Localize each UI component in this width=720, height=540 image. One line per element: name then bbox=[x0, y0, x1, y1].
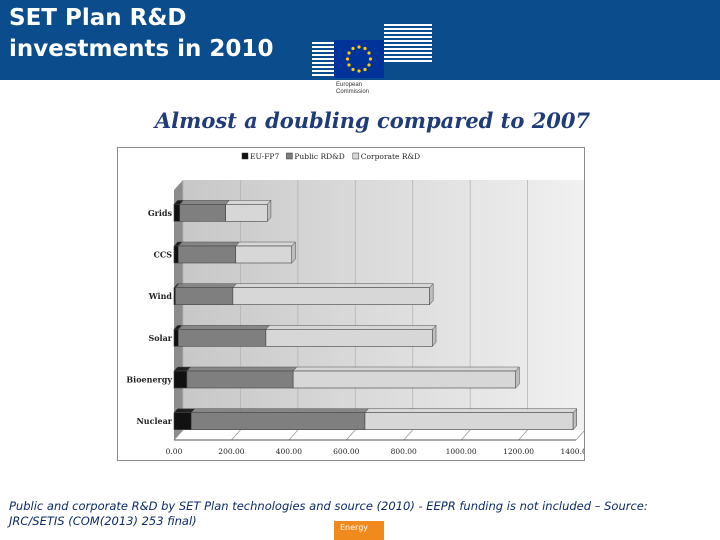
legend-label: Corporate R&D bbox=[361, 152, 420, 161]
category-label: Wind bbox=[148, 291, 173, 301]
bar-top-face bbox=[235, 241, 296, 247]
bar-front-face bbox=[178, 329, 267, 347]
bar-front-face bbox=[175, 287, 234, 305]
gridline-floor bbox=[518, 429, 528, 441]
bar-top-face bbox=[265, 325, 437, 330]
bar-front-face bbox=[364, 412, 574, 430]
title-line-2: investments in 2010 bbox=[9, 36, 274, 62]
bar-top-face bbox=[179, 200, 230, 205]
bar-corporate-r-d bbox=[265, 324, 437, 347]
bar-front-face bbox=[235, 245, 293, 264]
legend-label: Public RD&D bbox=[294, 152, 344, 161]
bar-top-face bbox=[225, 200, 272, 205]
bar-front-face bbox=[173, 412, 192, 430]
gridline-floor bbox=[288, 429, 299, 441]
bar-corporate-r-d bbox=[235, 241, 296, 264]
gridline-floor bbox=[403, 429, 414, 441]
bar-corporate-r-d bbox=[225, 199, 272, 222]
footnote-line-2: JRC/SETIS (COM(2013) 253 final) bbox=[9, 514, 197, 528]
bar-top-face bbox=[174, 283, 238, 288]
bar-top-face bbox=[364, 408, 578, 413]
footnote-line-1: Public and corporate R&D by SET Plan tec… bbox=[9, 499, 648, 513]
legend-swatch bbox=[286, 152, 293, 160]
chart-legend: EU-FP7 Public RD&D Corporate R&D bbox=[241, 152, 420, 161]
legend-swatch bbox=[352, 152, 360, 160]
bar-public-rd-d bbox=[177, 241, 240, 264]
gridline-floor bbox=[460, 429, 471, 441]
legend-swatch bbox=[241, 152, 249, 160]
bar-top-face bbox=[177, 325, 271, 330]
bar-front-face bbox=[232, 287, 430, 305]
category-label: CCS bbox=[153, 250, 172, 260]
logo-text-line-2: Commission bbox=[336, 89, 369, 95]
bar-public-rd-d bbox=[186, 366, 298, 389]
bar-front-face bbox=[225, 204, 268, 222]
bar-front-face bbox=[173, 204, 181, 222]
bar-top-face bbox=[232, 283, 434, 288]
bar-public-rd-d bbox=[179, 200, 230, 222]
category-label: Nuclear bbox=[136, 416, 172, 426]
bar-front-face bbox=[265, 329, 433, 347]
slide-title: SET Plan R&D investments in 2010 bbox=[9, 3, 273, 65]
european-commission-logo: European Commission bbox=[312, 24, 432, 95]
bar-corporate-r-d bbox=[364, 408, 578, 431]
bar-end-face bbox=[429, 283, 434, 306]
bar-chart: EU-FP7 Public RD&D Corporate R&D Grids CCS W… bbox=[126, 152, 592, 456]
bar-top-face bbox=[292, 366, 520, 372]
bar-public-rd-d bbox=[174, 283, 238, 305]
category-label: Solar bbox=[148, 333, 172, 343]
x-tick-label: 400.00 bbox=[276, 447, 302, 456]
x-tick-label: 200.00 bbox=[218, 447, 244, 456]
eu-stars-icon bbox=[345, 45, 373, 73]
chart-frame: EU-FP7 Public RD&D Corporate R&D Grids CCS W… bbox=[117, 147, 592, 461]
bar-top-face bbox=[190, 408, 370, 413]
x-tick-label: 1200.00 bbox=[503, 447, 534, 456]
bar-front-face bbox=[190, 412, 366, 430]
bar-front-face bbox=[186, 370, 294, 389]
bar-front-face bbox=[173, 370, 188, 389]
gridline-floor bbox=[575, 429, 586, 441]
bar-end-face bbox=[267, 199, 272, 222]
x-tick-label: 800.00 bbox=[391, 447, 417, 456]
gridline-floor bbox=[231, 429, 241, 441]
chart-bars bbox=[173, 199, 578, 431]
source-footnote: Public and corporate R&D by SET Plan tec… bbox=[9, 499, 709, 529]
gridline-floor bbox=[173, 429, 184, 441]
x-tick-label: 0.00 bbox=[166, 447, 183, 456]
chart-category-labels: Grids CCS Wind Solar Bioenergy Nuclear bbox=[126, 208, 172, 426]
bar-eu-fp7 bbox=[173, 408, 196, 430]
x-tick-label: 1000.00 bbox=[446, 447, 477, 456]
category-label: Bioenergy bbox=[126, 375, 172, 385]
bar-front-face bbox=[179, 204, 226, 222]
bar-end-face bbox=[291, 241, 296, 264]
bar-corporate-r-d bbox=[232, 283, 434, 306]
energy-badge: Energy bbox=[334, 521, 384, 540]
chart-tick-labels: 0.00 200.00 400.00 600.00 800.00 1000.00 1200.… bbox=[166, 447, 592, 456]
bar-public-rd-d bbox=[190, 408, 370, 430]
title-line-1: SET Plan R&D bbox=[9, 5, 187, 31]
logo-text-line-1: European bbox=[336, 82, 362, 88]
bar-eu-fp7 bbox=[173, 366, 192, 389]
bar-public-rd-d bbox=[177, 325, 271, 347]
bar-front-face bbox=[173, 245, 179, 264]
bar-front-face bbox=[292, 370, 517, 389]
x-tick-label: 1400.00 bbox=[560, 447, 584, 456]
gridline-floor bbox=[345, 429, 356, 441]
bar-end-face bbox=[572, 408, 577, 431]
bar-end-face bbox=[515, 366, 520, 389]
bar-end-face bbox=[432, 324, 437, 347]
bar-top-face bbox=[177, 241, 240, 247]
bar-front-face bbox=[178, 245, 237, 264]
category-label: Grids bbox=[148, 208, 173, 218]
legend-label: EU-FP7 bbox=[250, 152, 279, 161]
slide-subtitle: Almost a doubling compared to 2007 bbox=[154, 108, 591, 133]
bar-corporate-r-d bbox=[292, 366, 520, 389]
bar-top-face bbox=[186, 366, 298, 372]
x-tick-label: 600.00 bbox=[333, 447, 359, 456]
bar-front-face bbox=[173, 329, 179, 347]
